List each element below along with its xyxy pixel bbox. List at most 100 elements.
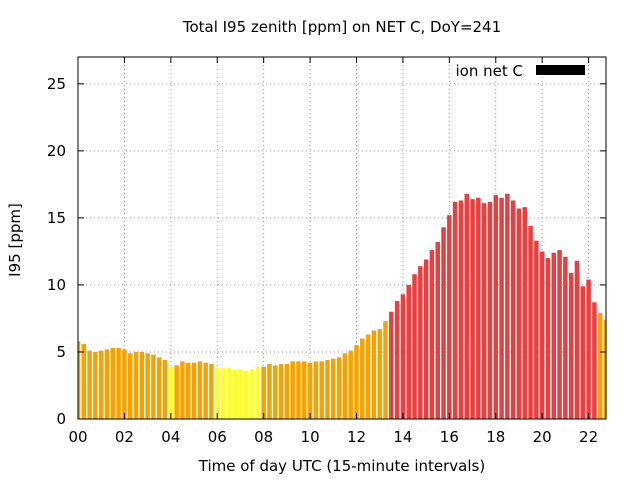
- bar: [580, 286, 586, 419]
- bar: [296, 361, 301, 419]
- bar: [400, 294, 406, 419]
- bar: [203, 362, 208, 419]
- bar: [185, 362, 191, 419]
- bar: [545, 258, 551, 419]
- bar: [302, 361, 307, 419]
- bar: [516, 208, 522, 419]
- bar: [110, 347, 116, 419]
- bar: [592, 302, 597, 419]
- y-tick-label: 0: [56, 410, 66, 428]
- bar: [458, 200, 464, 419]
- bar: [336, 357, 342, 419]
- bar: [87, 350, 92, 419]
- bar: [470, 199, 475, 419]
- bar: [464, 193, 470, 419]
- bar: [81, 343, 87, 419]
- bar: [568, 272, 574, 419]
- bar: [307, 362, 313, 419]
- bar: [116, 347, 121, 419]
- bar: [574, 260, 580, 419]
- bar: [290, 361, 295, 419]
- ticks: 00 02 04 06 08 10 12 14 16 18 20 22 0 5 10 15 20 25: [47, 57, 606, 446]
- bar: [98, 350, 104, 419]
- bar: [278, 364, 284, 419]
- bar: [360, 338, 365, 419]
- bar: [510, 200, 516, 419]
- bar: [383, 321, 388, 419]
- bar: [429, 250, 435, 419]
- bar: [389, 311, 394, 419]
- bar: [435, 242, 440, 419]
- x-tick-label: 00: [68, 428, 87, 446]
- bar: [197, 361, 203, 419]
- bar: [174, 365, 179, 419]
- bar: [499, 197, 504, 419]
- bar: [418, 266, 423, 419]
- bar: [261, 366, 266, 419]
- bar: [557, 250, 562, 419]
- bar: [394, 301, 400, 419]
- y-tick-label: 20: [47, 142, 66, 160]
- bar: [232, 369, 237, 419]
- bar: [139, 351, 145, 419]
- bar: [365, 334, 371, 419]
- bar: [423, 259, 429, 419]
- bar: [377, 329, 382, 419]
- bar: [151, 354, 156, 419]
- bar: [371, 330, 377, 419]
- x-tick-label: 14: [393, 428, 412, 446]
- bar: [412, 274, 417, 419]
- bar: [255, 366, 261, 419]
- bar: [441, 227, 446, 419]
- bar: [214, 368, 220, 419]
- bar: [226, 368, 232, 419]
- bar: [133, 351, 139, 419]
- bar: [78, 341, 81, 419]
- bar: [209, 364, 214, 419]
- bar: [481, 203, 487, 419]
- bar: [104, 349, 110, 419]
- bar: [156, 357, 162, 419]
- x-tick-label: 10: [301, 428, 320, 446]
- y-tick-label: 5: [56, 343, 66, 361]
- bar: [348, 350, 353, 419]
- y-tick-label: 25: [47, 75, 66, 93]
- bar: [452, 201, 458, 419]
- x-tick-label: 18: [486, 428, 505, 446]
- bar: [122, 349, 127, 419]
- bar: [534, 240, 539, 419]
- bar: [342, 353, 348, 419]
- bar: [238, 369, 243, 419]
- bar: [406, 284, 411, 419]
- bar: [273, 365, 278, 419]
- bar: [180, 361, 185, 419]
- x-axis-label: Time of day UTC (15-minute intervals): [198, 457, 485, 475]
- bar: [487, 201, 493, 419]
- bar: [493, 195, 499, 419]
- bar: [93, 351, 98, 419]
- bar: [331, 358, 336, 419]
- bar: [522, 207, 528, 419]
- x-tick-label: 12: [347, 428, 366, 446]
- bar: [563, 256, 568, 419]
- bar: [220, 368, 226, 419]
- bar: [127, 353, 133, 419]
- bar: [191, 362, 197, 419]
- x-tick-label: 04: [161, 428, 180, 446]
- bar: [249, 369, 255, 419]
- legend: ion net C: [456, 62, 585, 80]
- legend-swatch: [536, 65, 585, 75]
- bar: [325, 360, 330, 419]
- y-axis-label: I95 [ppm]: [6, 203, 24, 277]
- bar: [168, 366, 174, 419]
- bar: [319, 361, 324, 419]
- legend-label: ion net C: [456, 62, 523, 80]
- bar: [267, 364, 272, 419]
- x-tick-label: 22: [579, 428, 598, 446]
- bar: [603, 319, 606, 419]
- x-tick-label: 02: [115, 428, 134, 446]
- bar-series: [78, 193, 606, 419]
- chart-title: Total I95 zenith [ppm] on NET C, DoY=241: [182, 18, 501, 36]
- bar: [586, 279, 591, 419]
